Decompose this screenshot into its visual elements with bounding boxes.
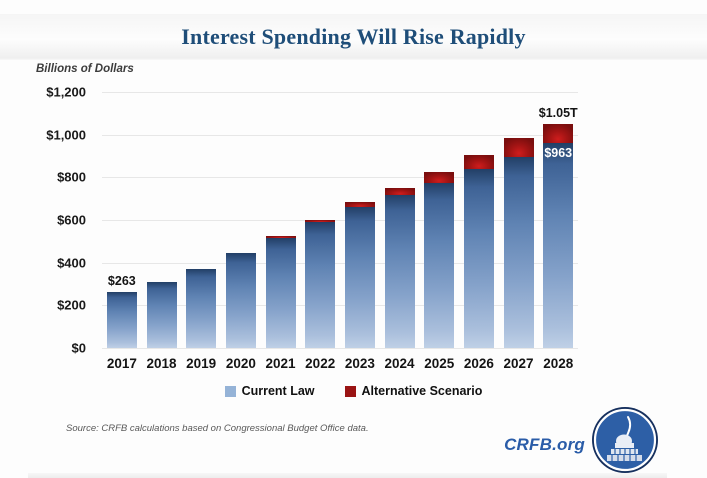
bar-segment-alternative-scenario <box>503 137 534 158</box>
x-tick-label: 2026 <box>463 356 494 371</box>
bar-segment-alternative-scenario <box>463 154 494 169</box>
x-tick-label: 2020 <box>225 356 256 371</box>
bar-stack <box>463 154 494 348</box>
bar-segment-current-law <box>424 182 455 348</box>
x-tick-label: 2025 <box>424 356 455 371</box>
bar-segment-current-law <box>146 281 177 348</box>
gridline <box>102 92 578 93</box>
gridline <box>102 220 578 221</box>
gridline <box>102 305 578 307</box>
chart-title: Interest Spending Will Rise Rapidly <box>181 24 526 49</box>
bar-column-2024 <box>380 92 420 348</box>
y-tick-label: $400 <box>57 255 86 271</box>
source-note: Source: CRFB calculations based on Congr… <box>66 423 369 434</box>
x-tick-label: 2018 <box>146 356 177 371</box>
bar-column-2018 <box>142 92 182 348</box>
bar-stack <box>225 253 256 348</box>
bar-column-2025 <box>419 92 459 348</box>
bar-segment-current-law <box>384 195 415 348</box>
bar-stack <box>384 188 415 348</box>
x-tick-label: 2022 <box>305 356 336 371</box>
bar-segment-alternative-scenario <box>424 172 455 183</box>
legend-label: Current Law <box>241 384 315 398</box>
y-tick-label: $800 <box>57 169 86 185</box>
y-axis-unit-label: Billions of Dollars <box>36 63 134 75</box>
bar-stack <box>265 236 296 348</box>
bar-series: $263 $1.05T $963 <box>102 92 578 348</box>
legend-item: Current Law <box>224 384 315 398</box>
y-tick-label: $1,200 <box>46 84 86 100</box>
legend-swatch-icon <box>344 385 356 397</box>
crfb-capitol-logo-icon <box>592 407 658 473</box>
bar-stack <box>344 201 375 348</box>
gridline <box>102 262 578 264</box>
x-tick-label: 2017 <box>106 356 137 371</box>
chart-legend: Current Law Alternative Scenario <box>0 384 707 398</box>
bar-segment-alternative-scenario <box>543 124 574 143</box>
bar-stack <box>305 219 336 348</box>
gridline <box>102 177 578 179</box>
bar-column-2021 <box>261 92 301 348</box>
bar-segment-current-law <box>186 269 217 348</box>
bar-segment-alternative-scenario <box>305 219 336 223</box>
x-tick-label: 2027 <box>503 356 534 371</box>
x-tick-label: 2024 <box>384 356 415 371</box>
legend-label: Alternative Scenario <box>361 384 483 398</box>
bar-segment-current-law <box>225 253 256 348</box>
bar-value-label: $1.05T <box>538 106 578 120</box>
y-axis-tick-labels: $1,200 $1,000 $800 $600 $400 $200 $0 <box>0 85 86 356</box>
y-tick-label: $200 <box>57 297 86 313</box>
bar-value-label: $963 <box>544 145 573 160</box>
bar-segment-current-law <box>543 142 574 348</box>
x-axis-tick-labels: 2017 2018 2019 2020 2021 2022 2023 2024 2025 2026… <box>102 356 578 371</box>
x-tick-label: 2021 <box>265 356 296 371</box>
x-tick-label: 2023 <box>344 356 375 371</box>
bar-segment-alternative-scenario <box>344 201 375 208</box>
gridline <box>102 134 578 136</box>
gridline <box>102 348 578 349</box>
bar-stack <box>424 172 455 348</box>
legend-swatch-icon <box>224 385 236 397</box>
bar-column-2028: $1.05T $963 <box>538 92 578 348</box>
slide-bottom-edge <box>28 473 667 478</box>
bar-column-2026 <box>459 92 499 348</box>
bar-segment-current-law <box>305 222 336 348</box>
bar-stack <box>186 269 217 348</box>
bar-segment-current-law <box>106 291 137 348</box>
chart-plot-area: $263 $1.05T $963 <box>102 92 578 349</box>
bar-column-2019 <box>181 92 221 348</box>
x-tick-label: 2019 <box>186 356 217 371</box>
bar-segment-current-law <box>265 238 296 348</box>
y-tick-label: $600 <box>57 212 86 228</box>
x-tick-label: 2028 <box>543 356 574 371</box>
bar-stack <box>503 137 534 348</box>
bar-segment-alternative-scenario <box>265 236 296 239</box>
bar-stack <box>106 291 137 348</box>
bar-column-2027 <box>499 92 539 348</box>
brand-url: CRFB.org <box>504 435 585 454</box>
bar-stack <box>543 124 574 348</box>
bar-column-2020 <box>221 92 261 348</box>
y-tick-label: $0 <box>71 340 86 356</box>
title-banner: Interest Spending Will Rise Rapidly <box>0 14 707 60</box>
bar-column-2017: $263 <box>102 92 142 348</box>
legend-item: Alternative Scenario <box>344 384 483 398</box>
bar-segment-alternative-scenario <box>384 188 415 196</box>
y-tick-label: $1,000 <box>46 127 86 143</box>
bar-value-label: $263 <box>107 273 136 288</box>
bar-segment-current-law <box>344 207 375 348</box>
bar-column-2022 <box>300 92 340 348</box>
bar-stack <box>146 281 177 348</box>
bar-segment-current-law <box>503 157 534 348</box>
bar-segment-current-law <box>463 168 494 348</box>
bar-column-2023 <box>340 92 380 348</box>
